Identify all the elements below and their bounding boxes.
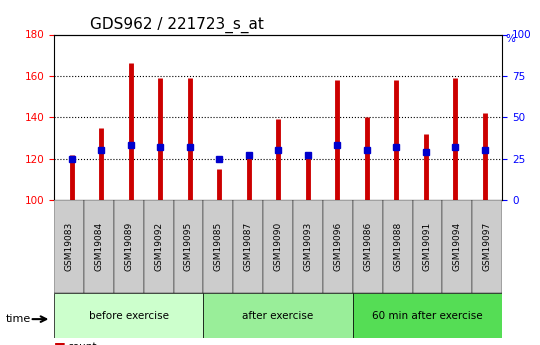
Text: GSM19087: GSM19087: [244, 222, 253, 271]
Text: GSM19096: GSM19096: [333, 222, 342, 271]
FancyBboxPatch shape: [204, 293, 353, 338]
Text: GSM19089: GSM19089: [124, 222, 133, 271]
FancyBboxPatch shape: [383, 200, 413, 293]
FancyBboxPatch shape: [54, 200, 84, 293]
Text: GSM19086: GSM19086: [363, 222, 372, 271]
Text: ■: ■: [54, 340, 66, 345]
FancyBboxPatch shape: [263, 200, 293, 293]
Text: GSM19088: GSM19088: [393, 222, 402, 271]
Bar: [57, 34, 204, 200]
FancyBboxPatch shape: [173, 200, 204, 293]
FancyBboxPatch shape: [84, 200, 114, 293]
FancyBboxPatch shape: [353, 200, 383, 293]
FancyBboxPatch shape: [442, 200, 472, 293]
Text: before exercise: before exercise: [89, 311, 168, 321]
Text: GDS962 / 221723_s_at: GDS962 / 221723_s_at: [90, 17, 264, 33]
FancyBboxPatch shape: [323, 200, 353, 293]
Text: GSM19093: GSM19093: [303, 222, 313, 271]
Text: GSM19091: GSM19091: [423, 222, 432, 271]
FancyBboxPatch shape: [204, 200, 233, 293]
FancyBboxPatch shape: [144, 200, 173, 293]
FancyBboxPatch shape: [114, 200, 144, 293]
Text: GSM19097: GSM19097: [483, 222, 492, 271]
Text: 60 min after exercise: 60 min after exercise: [372, 311, 483, 321]
Text: count: count: [68, 342, 97, 345]
FancyBboxPatch shape: [293, 200, 323, 293]
Text: GSM19094: GSM19094: [453, 222, 462, 271]
FancyBboxPatch shape: [413, 200, 442, 293]
Bar: [204, 34, 352, 200]
FancyBboxPatch shape: [54, 293, 204, 338]
Text: GSM19095: GSM19095: [184, 222, 193, 271]
Text: after exercise: after exercise: [242, 311, 314, 321]
Bar: [352, 34, 500, 200]
FancyBboxPatch shape: [233, 200, 263, 293]
Text: GSM19083: GSM19083: [64, 222, 73, 271]
Text: GSM19084: GSM19084: [94, 222, 103, 271]
Text: time: time: [5, 314, 31, 324]
Text: GSM19090: GSM19090: [274, 222, 282, 271]
Text: GSM19092: GSM19092: [154, 222, 163, 271]
FancyBboxPatch shape: [353, 293, 502, 338]
Text: GSM19085: GSM19085: [214, 222, 223, 271]
Text: %: %: [505, 34, 515, 45]
FancyBboxPatch shape: [472, 200, 502, 293]
